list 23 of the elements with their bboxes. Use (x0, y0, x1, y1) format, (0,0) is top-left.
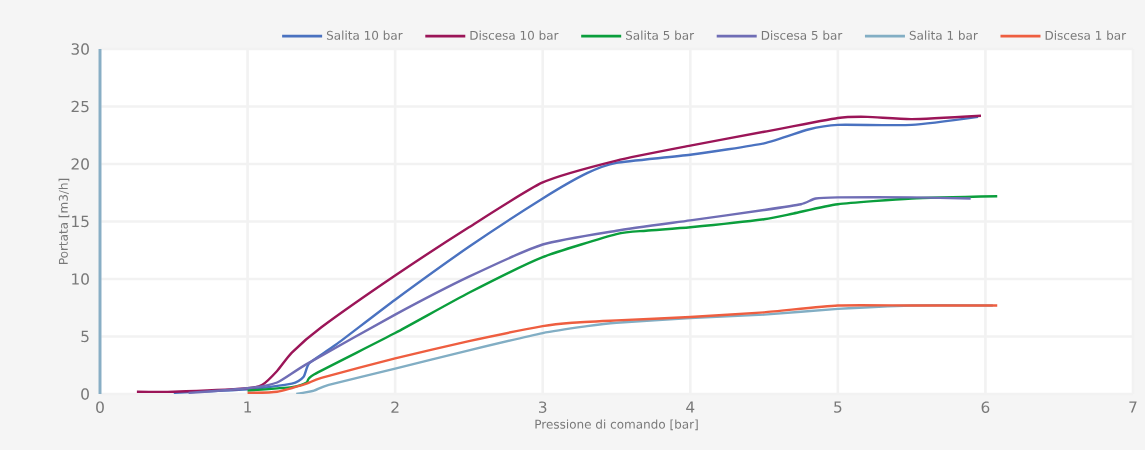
y-tick-label: 10 (72, 273, 89, 285)
x-tick-label: 4 (686, 401, 695, 413)
x-tick-label: 3 (539, 401, 547, 413)
legend-label: Salita 5 bar (625, 30, 695, 40)
y-tick-label: 20 (71, 158, 89, 170)
legend-label: Discesa 1 bar (1045, 30, 1127, 40)
x-axis-title: Pressione di comando [bar] (535, 419, 698, 431)
legend-label: Salita 10 bar (326, 30, 403, 40)
legend-label: Salita 1 bar (909, 30, 978, 40)
x-tick-label: 0 (96, 401, 104, 413)
x-tick-label: 5 (834, 401, 842, 413)
x-tick-label: 1 (244, 401, 252, 413)
y-tick-label: 15 (72, 215, 89, 228)
legend-label: Discesa 10 bar (470, 30, 559, 40)
y-tick-label: 30 (71, 43, 89, 55)
legend-label: Discesa 5 bar (761, 30, 843, 40)
y-tick-label: 0 (81, 388, 89, 400)
x-tick-label: 7 (1129, 401, 1137, 413)
x-tick-label: 2 (391, 401, 399, 413)
y-tick-label: 25 (71, 100, 89, 113)
y-tick-label: 5 (81, 330, 89, 343)
x-tick-label: 6 (981, 401, 990, 413)
y-axis-title: Portata [m3/h] (58, 178, 70, 265)
